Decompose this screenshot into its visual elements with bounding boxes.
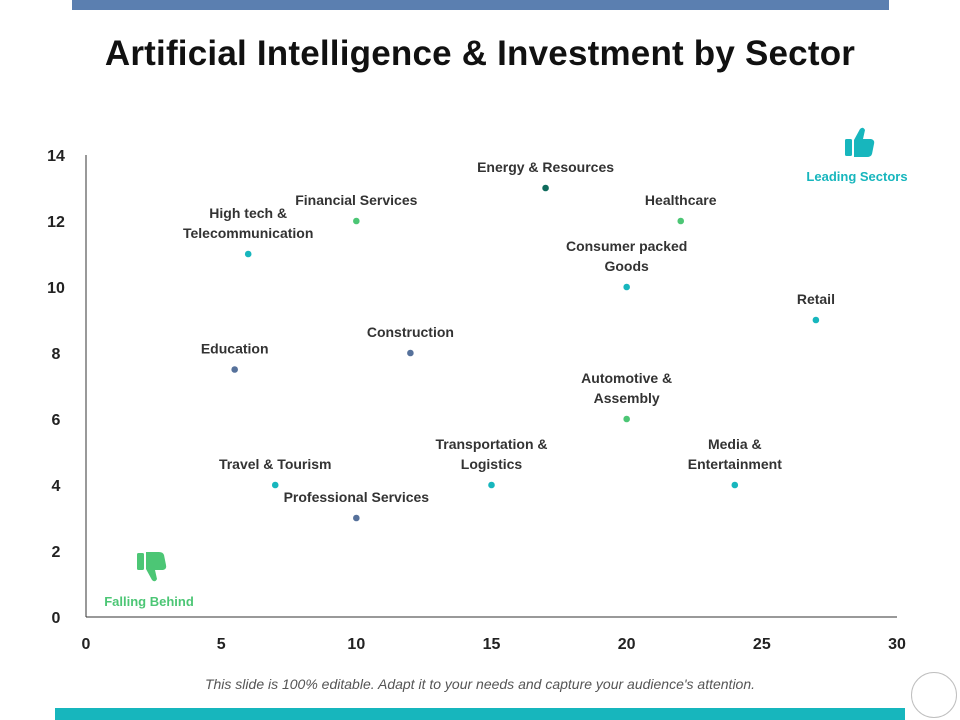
top-accent-bar <box>72 0 889 10</box>
point-label: Healthcare <box>645 192 717 208</box>
point-label: Financial Services <box>295 192 417 208</box>
y-tick-label: 8 <box>52 346 61 363</box>
point-label: High tech & Telecommunication <box>183 205 313 241</box>
slide-footer: This slide is 100% editable. Adapt it to… <box>204 676 756 692</box>
data-point <box>488 481 495 489</box>
x-tick-label: 20 <box>618 636 636 653</box>
point-label: Consumer packed Goods <box>566 238 687 274</box>
data-point <box>353 514 360 522</box>
data-point <box>623 415 630 423</box>
y-tick-label: 4 <box>52 478 61 495</box>
point-label: Education <box>201 341 269 357</box>
x-tick-label: 15 <box>483 636 501 653</box>
thumbs-up-icon <box>845 127 875 157</box>
point-label: Travel & Tourism <box>219 456 332 472</box>
point-label: Energy & Resources <box>477 159 614 175</box>
leading-sectors-label: Leading Sectors <box>806 169 907 184</box>
thumbs-down-icon <box>137 552 167 582</box>
y-tick-label: 2 <box>52 544 61 561</box>
data-point <box>244 250 252 258</box>
data-point <box>542 184 549 192</box>
point-label: Automotive & Assembly <box>581 370 672 406</box>
slide-title: Artificial Intelligence & Investment by … <box>104 34 856 73</box>
point-label: Retail <box>797 291 835 307</box>
x-tick-label: 0 <box>82 636 91 653</box>
x-tick-label: 10 <box>347 636 365 653</box>
y-tick-label: 12 <box>47 214 65 231</box>
point-label: Construction <box>367 324 454 340</box>
bottom-accent-bar <box>55 708 905 720</box>
point-label: Professional Services <box>284 489 430 505</box>
y-tick-label: 0 <box>52 610 61 627</box>
x-tick-label: 25 <box>753 636 771 653</box>
point-label: Transportation & Logistics <box>435 436 547 472</box>
data-point <box>623 283 630 291</box>
x-tick-label: 30 <box>888 636 906 653</box>
data-point <box>271 481 279 489</box>
point-label: Media & Entertainment <box>688 436 782 472</box>
y-tick-label: 14 <box>47 148 65 165</box>
y-tick-label: 6 <box>52 412 61 429</box>
falling-behind-label: Falling Behind <box>104 594 194 609</box>
data-point <box>731 481 739 489</box>
y-tick-label: 10 <box>47 280 65 297</box>
data-point <box>677 217 685 225</box>
x-tick-label: 5 <box>217 636 226 653</box>
data-point <box>812 316 820 324</box>
data-point <box>353 217 360 225</box>
nav-circle-button[interactable] <box>911 672 957 718</box>
data-point <box>407 349 414 357</box>
data-point <box>231 366 238 373</box>
